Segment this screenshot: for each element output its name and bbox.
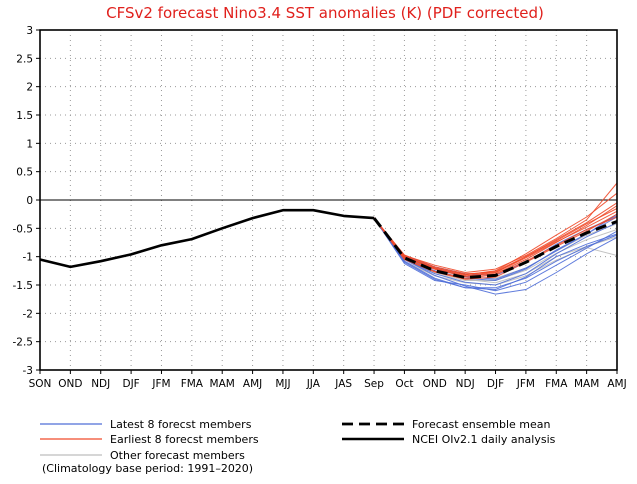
chart-title: CFSv2 forecast Nino3.4 SST anomalies (K)… [106,4,544,22]
y-tick-label: 1 [26,138,33,150]
legend: Latest 8 forecst members Earliest 8 forec… [40,418,556,462]
y-tick-label: -2.5 [13,337,34,349]
series-layer [39,182,618,295]
x-tick-label: OND [423,378,447,390]
x-tick-label: JAS [334,378,352,390]
x-tick-label: FMA [181,378,204,390]
y-tick-label: 1.5 [16,110,33,122]
climatology-footnote: (Climatology base period: 1991–2020) [42,462,253,475]
x-tick-label: JFM [151,378,170,390]
y-tick-label: -1 [23,252,33,264]
y-tick-label: 2 [26,82,33,94]
y-tick-label: -3 [23,365,33,377]
x-tick-label: MAM [574,378,599,390]
x-tick-label: JJA [306,378,321,390]
x-tick-label: AMJ [607,378,626,390]
x-tick-label: SON [29,378,52,390]
axis-layer: -3 -2.5 -2 -1.5 -1 -0.5 0 0.5 1 1.5 2 2.5 3 SON OND NDJ… [13,25,627,390]
x-tick-label: DJF [487,378,504,390]
y-tick-label: 0.5 [16,167,33,179]
x-tick-label: MJJ [275,378,290,390]
latest-member-line [373,217,618,292]
x-tick-label: JFM [516,378,535,390]
legend-label-analysis: NCEI OIv2.1 daily analysis [412,433,556,446]
ensemble-mean-line [372,217,618,280]
latest-member-line [373,217,618,289]
legend-label-other: Other forecast members [110,449,245,462]
x-tick-label: OND [58,378,82,390]
x-tick-label: Sep [364,378,384,390]
x-tick-label: NDJ [91,378,110,390]
legend-label-earliest: Earliest 8 forecst members [110,433,259,446]
x-tick-label: MAM [210,378,235,390]
x-tick-label: FMA [545,378,568,390]
y-tick-label: -2 [23,308,33,320]
x-tick-label: AMJ [243,378,262,390]
latest-member-line [373,217,618,286]
y-tick-label: 0 [26,195,33,207]
latest-member-line [373,217,618,291]
x-tick-label: DJF [122,378,139,390]
earliest-member-line [373,208,618,276]
x-tick-label: Oct [395,378,413,390]
y-tick-label: 3 [26,25,33,37]
analysis-line [39,208,375,269]
y-tick-label: -1.5 [13,280,34,292]
legend-label-mean: Forecast ensemble mean [412,418,551,431]
latest-member-line [373,217,618,295]
y-tick-label: 2.5 [16,53,33,65]
legend-label-latest: Latest 8 forecst members [110,418,252,431]
x-tick-label: NDJ [456,378,475,390]
y-tick-label: -0.5 [13,223,34,235]
